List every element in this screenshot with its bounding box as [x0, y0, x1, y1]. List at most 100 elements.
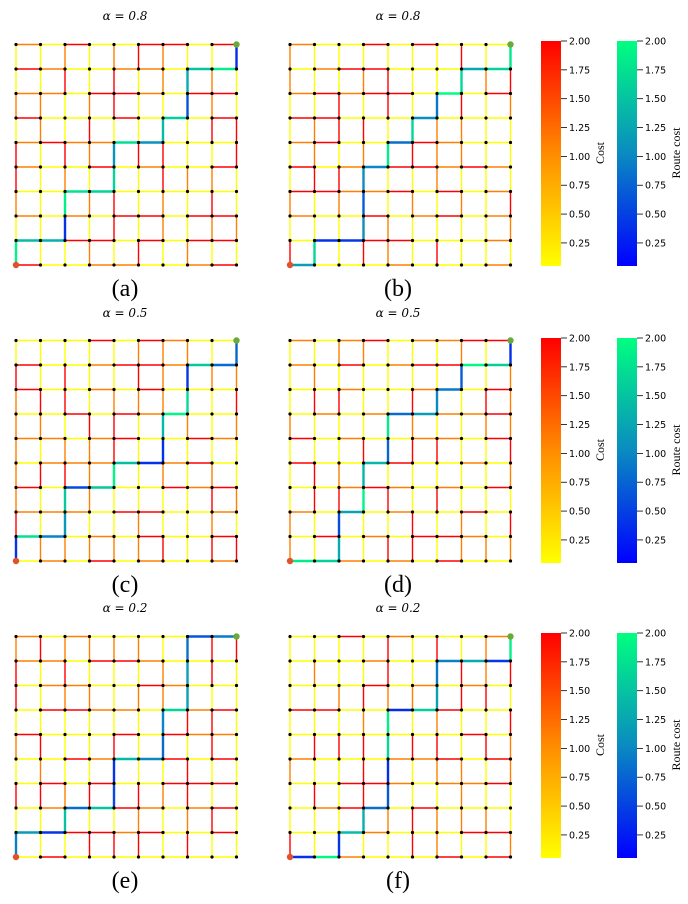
- grid-node: [161, 67, 165, 71]
- grid-node: [337, 140, 341, 145]
- grid-node: [38, 189, 43, 194]
- grid-node: [312, 363, 317, 367]
- grid-node: [508, 732, 513, 737]
- grid-node: [136, 189, 141, 194]
- grid-node: [386, 214, 390, 218]
- grid-node: [386, 485, 390, 490]
- cost-colorbar-tick-label: 0.25: [569, 535, 590, 546]
- grid-node: [63, 806, 67, 810]
- grid-node: [185, 634, 190, 639]
- grid-node: [508, 238, 513, 243]
- grid-node: [337, 165, 341, 169]
- cost-colorbar-tick-label: 0.75: [569, 773, 590, 784]
- grid-node: [161, 140, 165, 145]
- grid-node: [435, 781, 439, 786]
- grid-node: [459, 338, 464, 343]
- grid-node: [161, 238, 165, 243]
- grid-node: [185, 363, 190, 367]
- grid-node: [210, 757, 214, 761]
- goal-node: [233, 633, 240, 640]
- grid-node: [361, 412, 366, 416]
- grid-node: [14, 534, 18, 539]
- grid-node: [435, 67, 439, 71]
- grid-node: [361, 189, 366, 194]
- cost-colorbar-tick-label: 1.00: [569, 152, 590, 163]
- grid-node: [361, 363, 366, 367]
- grid-node: [386, 412, 390, 416]
- grid-node: [63, 263, 67, 267]
- grid-node: [14, 67, 18, 71]
- grid-node: [112, 189, 116, 194]
- grid-node: [210, 732, 214, 737]
- grid-node: [136, 510, 141, 514]
- route-colorbar-tick-label: 1.75: [645, 657, 666, 668]
- grid-node: [63, 485, 67, 490]
- grid-node: [508, 116, 513, 120]
- grid-node: [435, 634, 439, 639]
- grid-node: [361, 263, 366, 267]
- grid-node: [337, 189, 341, 194]
- panel-title-d: α = 0.5: [376, 306, 421, 320]
- route-cost-colorbar: [617, 338, 637, 563]
- grid-node: [234, 91, 239, 96]
- grid-node: [112, 806, 116, 810]
- grid-node: [288, 534, 292, 539]
- grid-node: [87, 781, 92, 786]
- grid-node: [38, 634, 43, 639]
- grid-node: [185, 140, 190, 145]
- grid-node: [112, 412, 116, 416]
- grid-node: [63, 634, 67, 639]
- grid-node: [161, 91, 165, 96]
- grid-node: [14, 165, 18, 169]
- route-colorbar-tick-label: 0.25: [645, 238, 666, 249]
- panel-title-f: α = 0.2: [376, 601, 421, 615]
- grid-node: [87, 67, 92, 71]
- cost-colorbar-label: Cost: [593, 733, 607, 756]
- grid-node: [361, 238, 366, 243]
- grid-node: [361, 732, 366, 737]
- grid-node: [38, 757, 43, 761]
- grid-node: [361, 559, 366, 563]
- grid-node: [435, 189, 439, 194]
- grid-node: [410, 830, 415, 835]
- grid-node: [112, 238, 116, 243]
- grid-node: [112, 214, 116, 218]
- start-node: [12, 261, 20, 269]
- grid-node: [435, 116, 439, 120]
- grid-node: [484, 830, 488, 835]
- grid-node: [87, 165, 92, 169]
- cost-colorbar-tick-label: 1.00: [569, 449, 590, 460]
- grid-node: [386, 683, 390, 688]
- grid-node: [386, 140, 390, 145]
- grid-node: [508, 91, 513, 96]
- grid-node: [63, 510, 67, 514]
- grid-node: [112, 708, 116, 712]
- grid-node: [63, 683, 67, 688]
- grid-node: [234, 732, 239, 737]
- route-colorbar-tick-label: 0.75: [645, 181, 666, 192]
- grid-node: [210, 338, 214, 343]
- grid-node: [87, 263, 92, 267]
- grid-node: [185, 757, 190, 761]
- grid-panel-b: [286, 41, 514, 269]
- grid-node: [38, 42, 43, 47]
- grid-node: [459, 214, 464, 218]
- grid-node: [38, 412, 43, 416]
- grid-node: [136, 67, 141, 71]
- grid-node: [210, 412, 214, 416]
- grid-node: [312, 683, 317, 688]
- grid-node: [435, 659, 439, 663]
- route-colorbar-label: Route cost: [669, 127, 683, 179]
- grid-node: [161, 634, 165, 639]
- grid-node: [112, 855, 116, 859]
- grid-node: [185, 214, 190, 218]
- grid-node: [508, 830, 513, 835]
- grid-node: [312, 830, 317, 835]
- grid-node: [410, 708, 415, 712]
- grid-node: [508, 781, 513, 786]
- grid-node: [288, 436, 292, 441]
- grid-node: [410, 338, 415, 343]
- grid-node: [234, 263, 239, 267]
- grid-node: [435, 387, 439, 392]
